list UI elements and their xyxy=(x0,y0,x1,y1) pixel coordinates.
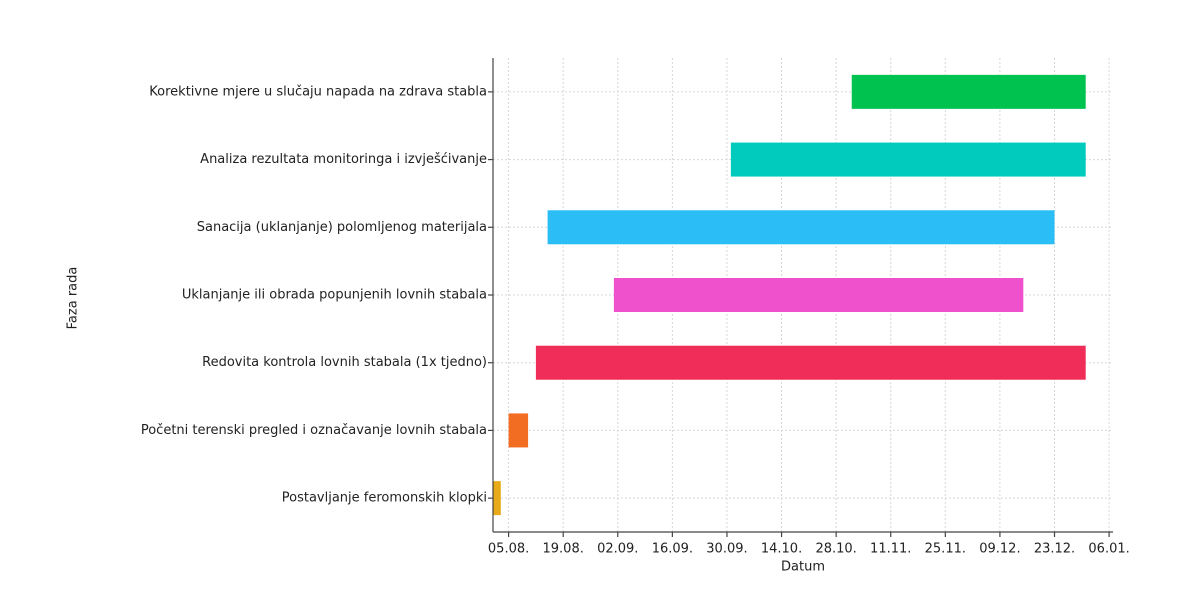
x-tick-label: 09.12. xyxy=(979,542,1020,557)
y-tick-label: Redovita kontrola lovnih stabala (1x tje… xyxy=(202,355,487,370)
y-tick-label: Uklanjanje ili obrada popunjenih lovnih … xyxy=(182,288,487,303)
x-tick-label: 25.11. xyxy=(925,542,966,557)
y-axis-label: Faza rada xyxy=(66,267,81,330)
y-tick-label: Analiza rezultata monitoringa i izvješći… xyxy=(200,152,487,167)
y-tick-label: Početni terenski pregled i označavanje l… xyxy=(141,423,487,438)
x-tick-label: 11.11. xyxy=(870,542,911,557)
task-bar xyxy=(493,481,501,516)
task-bar xyxy=(851,74,1086,109)
y-tick-label: Sanacija (uklanjanje) polomljenog materi… xyxy=(197,220,487,235)
y-tick-label: Postavljanje feromonskih klopki xyxy=(282,491,487,506)
task-bar xyxy=(730,142,1086,177)
x-tick-label: 30.09. xyxy=(706,542,747,557)
x-axis-label: Datum xyxy=(781,560,825,575)
x-tick-label: 14.10. xyxy=(761,542,802,557)
x-tick-label: 28.10. xyxy=(815,542,856,557)
x-tick-label: 05.08. xyxy=(488,542,529,557)
task-bar xyxy=(613,278,1024,312)
x-tick-label: 16.09. xyxy=(652,542,693,557)
x-tick-label: 19.08. xyxy=(543,542,584,557)
task-bar xyxy=(508,413,529,448)
x-tick-label: 23.12. xyxy=(1034,542,1075,557)
y-tick-label: Korektivne mjere u slučaju napada na zdr… xyxy=(149,84,487,99)
task-bar xyxy=(535,345,1086,380)
x-tick-label: 06.01. xyxy=(1088,542,1129,557)
x-tick-label: 02.09. xyxy=(597,542,638,557)
task-bar xyxy=(547,210,1055,245)
